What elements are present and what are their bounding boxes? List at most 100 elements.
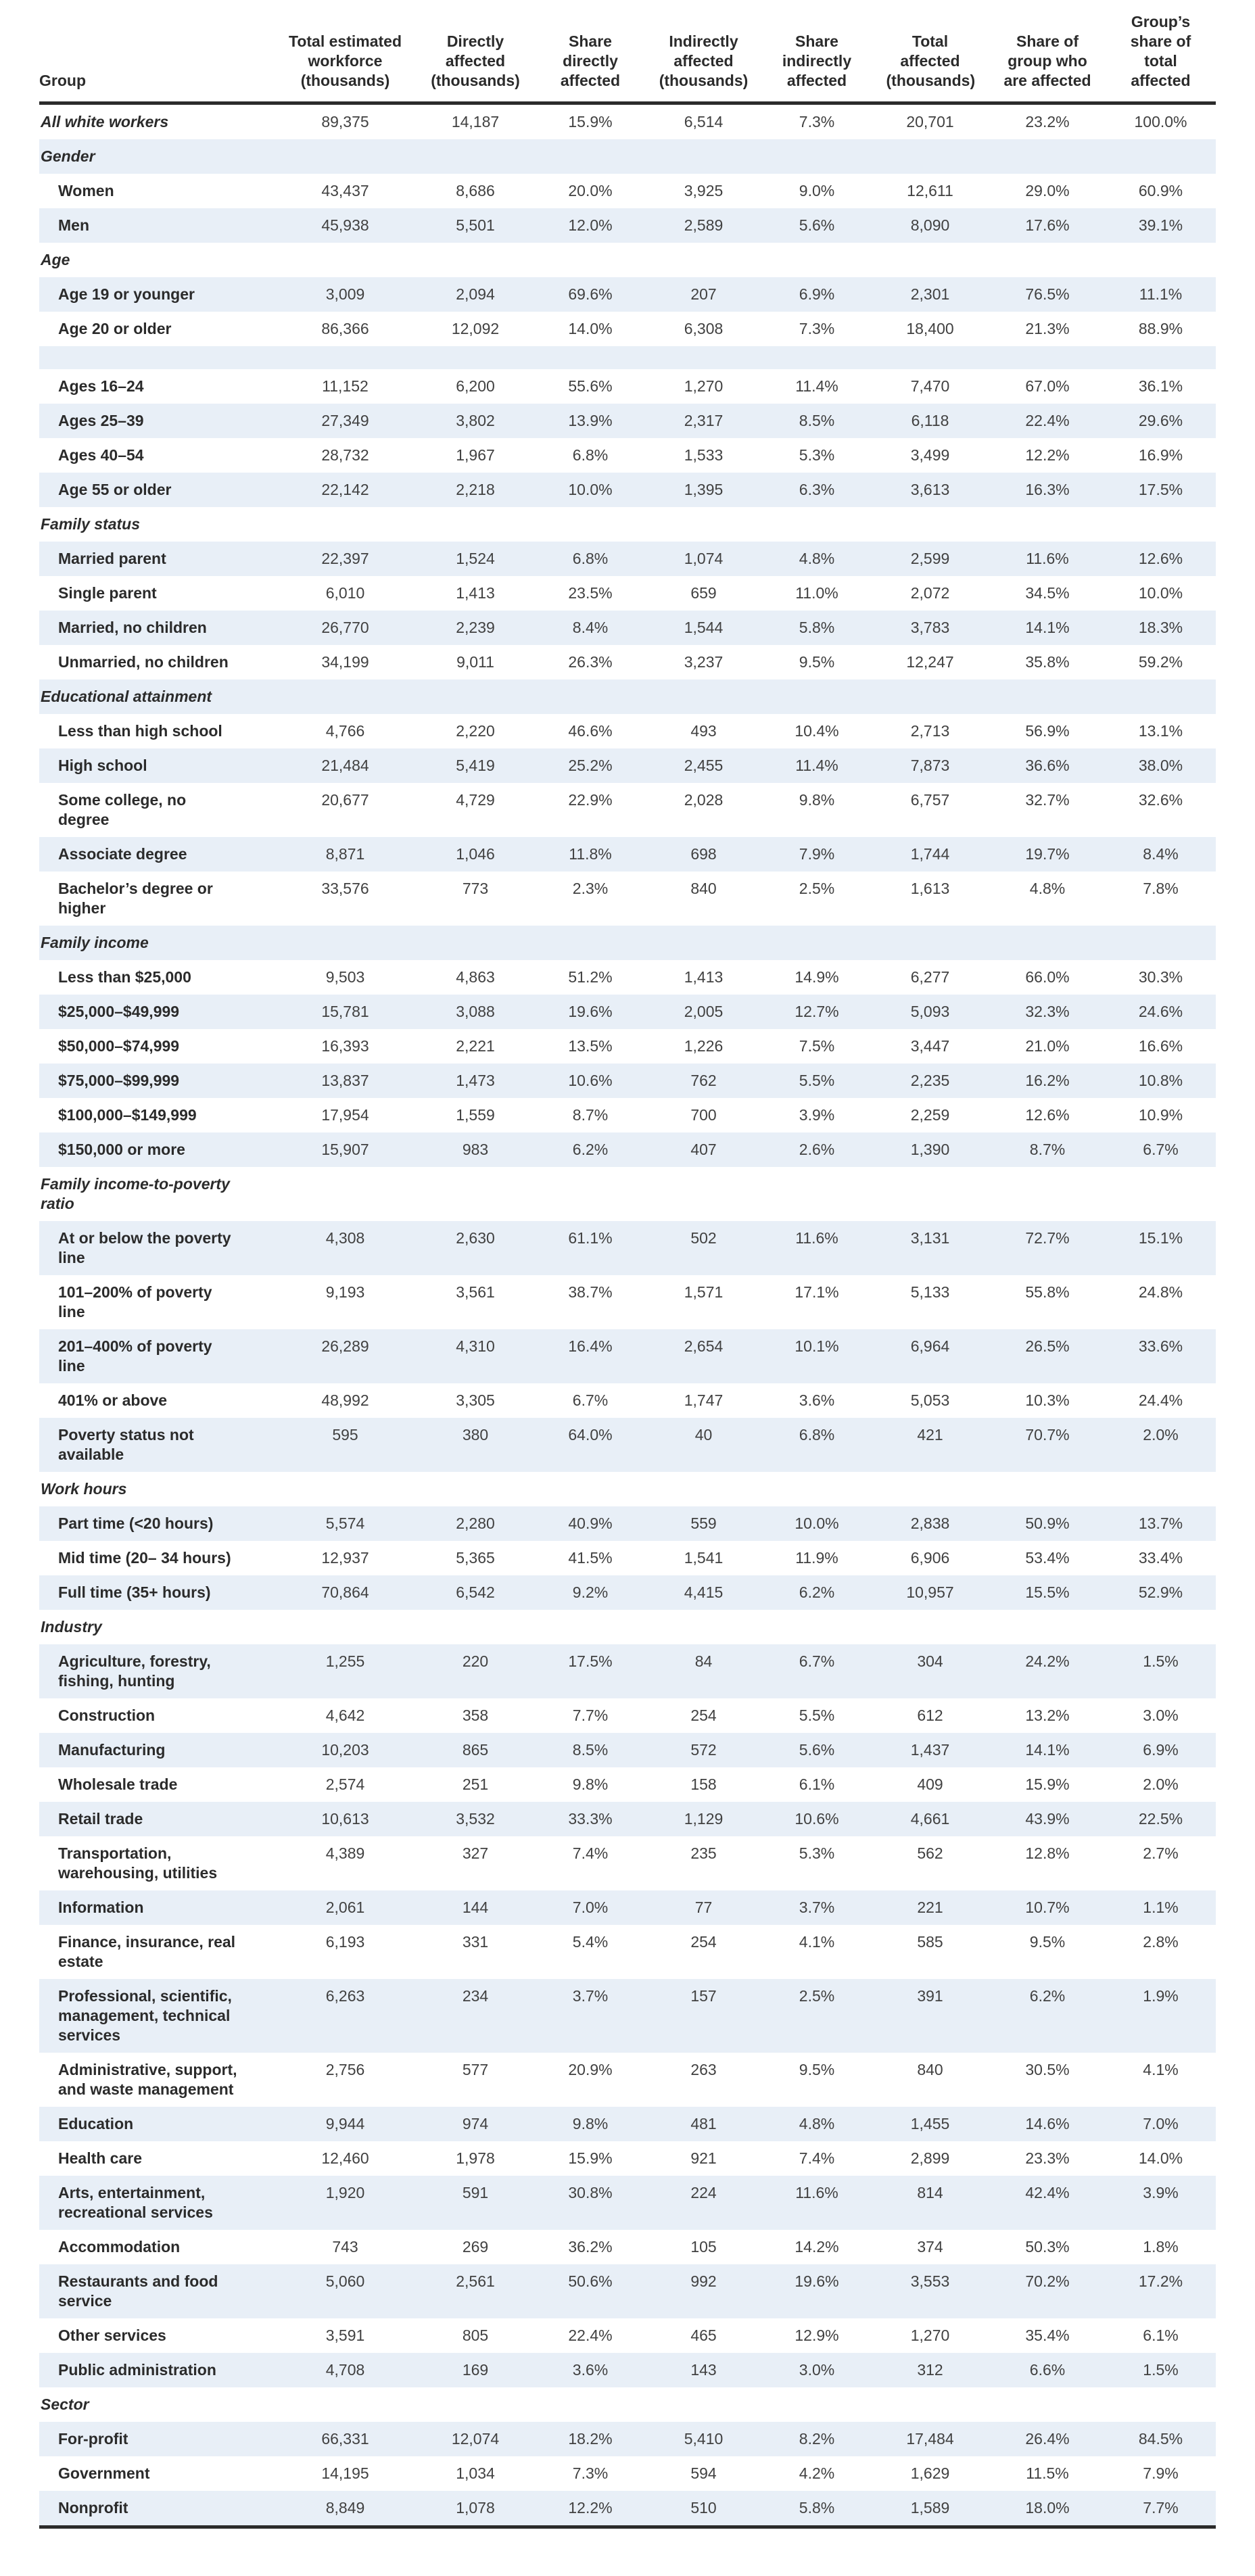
- cell-indirectly-affected: 6,514: [684, 112, 724, 130]
- column-header-group: Group: [39, 9, 276, 103]
- group-label-cell: Manufacturing: [39, 1733, 276, 1767]
- cell-share-directly-affected: 15.9%: [568, 112, 613, 130]
- cell-group-share-of-total-affected: 100.0%: [1134, 112, 1187, 130]
- cell-total-workforce: 28,732: [321, 446, 369, 464]
- cell-share-indirectly-affected: 5.8%: [799, 618, 835, 636]
- cell-group-share-of-total-affected: 24.6%: [1138, 1002, 1183, 1020]
- cell-indirectly-affected: 254: [690, 1932, 717, 1951]
- cell-share-indirectly-affected: 3.7%: [799, 1898, 835, 1916]
- group-label-cell: Education: [39, 2107, 276, 2141]
- group-label-cell: Information: [39, 1890, 276, 1925]
- cell-group-share-of-total-affected: 12.6%: [1138, 549, 1183, 567]
- cell-share-directly-affected: 3.6%: [572, 2360, 609, 2379]
- cell-indirectly-affected: 4,415: [684, 1583, 724, 1601]
- cell-directly-affected: 9,011: [456, 652, 494, 671]
- cell-share-of-group-affected: 32.7%: [1025, 790, 1070, 809]
- cell-indirectly-affected: 1,533: [684, 446, 724, 464]
- cell-total-affected: 374: [917, 2237, 943, 2256]
- cell-indirectly-affected: 992: [690, 2272, 717, 2290]
- table-row: Construction 4,642 358 7.7% 254 5.5% 612 13.2% 3…: [39, 1698, 1216, 1733]
- column-header-label: Total estimated workforce (thousands): [289, 32, 402, 89]
- cell-total-affected: 1,613: [910, 879, 950, 897]
- group-label: $150,000 or more: [58, 1140, 185, 1158]
- group-label: For-profit: [58, 2429, 128, 2448]
- section-row: Family status: [39, 507, 1216, 542]
- table-row: 101–200% of poverty line 9,193 3,561 38.7% 1…: [39, 1275, 1216, 1329]
- cell-directly-affected: 1,473: [456, 1071, 495, 1089]
- group-label-cell: $50,000–$74,999: [39, 1029, 276, 1064]
- group-label-cell: Age 20 or older: [39, 312, 276, 346]
- group-label-cell: Single parent: [39, 576, 276, 611]
- cell-directly-affected: 974: [462, 2114, 489, 2132]
- group-label-cell: Married parent: [39, 542, 276, 576]
- cell-directly-affected: 591: [462, 2183, 489, 2201]
- group-label: Arts, entertainment, recreational servic…: [58, 2183, 213, 2221]
- cell-group-share-of-total-affected: 6.9%: [1143, 1740, 1179, 1759]
- cell-total-workforce: 12,937: [321, 1548, 369, 1567]
- cell-total-workforce: 8,849: [325, 2498, 365, 2517]
- group-label-cell: Age 55 or older: [39, 473, 276, 507]
- cell-share-indirectly-affected: 9.5%: [799, 652, 835, 671]
- cell-directly-affected: 12,092: [451, 319, 500, 337]
- group-label-cell: Less than $25,000: [39, 960, 276, 995]
- group-label-cell: Less than high school: [39, 714, 276, 748]
- group-label: Government: [58, 2464, 150, 2482]
- cell-group-share-of-total-affected: 33.6%: [1138, 1337, 1183, 1355]
- cell-indirectly-affected: 263: [690, 2060, 717, 2078]
- group-label: Accommodation: [58, 2237, 181, 2256]
- table-row: Accommodation 743 269 36.2% 105 14.2% 374 50.3%…: [39, 2230, 1216, 2264]
- cell-share-of-group-affected: 24.2%: [1025, 1652, 1070, 1670]
- cell-group-share-of-total-affected: 1.8%: [1143, 2237, 1179, 2256]
- cell-directly-affected: 327: [462, 1844, 489, 1862]
- cell-indirectly-affected: 840: [690, 879, 717, 897]
- cell-share-indirectly-affected: 2.5%: [799, 1986, 835, 2005]
- table-row: Some college, no degree 20,677 4,729 22.9% 2…: [39, 783, 1216, 837]
- group-label-cell: $100,000–$149,999: [39, 1098, 276, 1132]
- cell-total-affected: 20,701: [906, 112, 954, 130]
- cell-total-workforce: 22,397: [321, 549, 369, 567]
- cell-share-of-group-affected: 42.4%: [1025, 2183, 1070, 2201]
- section-header: Work hours: [39, 1472, 1216, 1506]
- group-label: Less than $25,000: [58, 968, 191, 986]
- header-row: Group Total estimated workforce (thousand…: [39, 9, 1216, 103]
- cell-share-of-group-affected: 15.5%: [1025, 1583, 1070, 1601]
- group-label: 201–400% of poverty line: [58, 1337, 212, 1375]
- section-row: Family income-to-poverty ratio: [39, 1167, 1216, 1221]
- cell-indirectly-affected: 921: [690, 2149, 717, 2167]
- cell-group-share-of-total-affected: 7.7%: [1143, 2498, 1179, 2517]
- cell-total-affected: 2,838: [910, 1514, 950, 1532]
- group-label-cell: At or below the poverty line: [39, 1221, 276, 1275]
- cell-group-share-of-total-affected: 17.2%: [1138, 2272, 1183, 2290]
- group-label: Mid time (20– 34 hours): [58, 1548, 231, 1567]
- cell-total-workforce: 6,263: [325, 1986, 365, 2005]
- column-header-directly-affected: Directly affected (thousands): [415, 9, 536, 103]
- table-row: Less than $25,000 9,503 4,863 51.2% 1,413 14.…: [39, 960, 1216, 995]
- cell-total-workforce: 6,193: [325, 1932, 365, 1951]
- cell-total-workforce: 4,389: [325, 1844, 365, 1862]
- cell-share-directly-affected: 20.9%: [568, 2060, 613, 2078]
- cell-indirectly-affected: 559: [690, 1514, 717, 1532]
- group-label: $25,000–$49,999: [58, 1002, 180, 1020]
- cell-total-workforce: 15,781: [321, 1002, 369, 1020]
- table-row: Wholesale trade 2,574 251 9.8% 158 6.1% 409 15.…: [39, 1767, 1216, 1802]
- cell-directly-affected: 14,187: [451, 112, 500, 130]
- cell-share-indirectly-affected: 8.2%: [799, 2429, 835, 2448]
- group-label-cell: Associate degree: [39, 837, 276, 872]
- cell-indirectly-affected: 157: [690, 1986, 717, 2005]
- cell-share-directly-affected: 10.6%: [568, 1071, 613, 1089]
- cell-total-affected: 4,661: [910, 1809, 950, 1828]
- column-header-indirectly-affected: Indirectly affected (thousands): [644, 9, 763, 103]
- cell-share-directly-affected: 8.5%: [572, 1740, 609, 1759]
- cell-share-of-group-affected: 12.2%: [1025, 446, 1070, 464]
- cell-total-affected: 814: [917, 2183, 943, 2201]
- cell-directly-affected: 5,501: [456, 216, 495, 234]
- cell-share-indirectly-affected: 6.7%: [799, 1652, 835, 1670]
- cell-indirectly-affected: 158: [690, 1775, 717, 1793]
- cell-share-of-group-affected: 70.7%: [1025, 1425, 1070, 1444]
- section-header-label: Educational attainment: [41, 687, 212, 705]
- affected-workers-table: Group Total estimated workforce (thousand…: [39, 9, 1216, 2529]
- cell-indirectly-affected: 493: [690, 721, 717, 740]
- group-label: Manufacturing: [58, 1740, 166, 1759]
- cell-share-indirectly-affected: 10.4%: [795, 721, 839, 740]
- cell-indirectly-affected: 2,317: [684, 411, 724, 429]
